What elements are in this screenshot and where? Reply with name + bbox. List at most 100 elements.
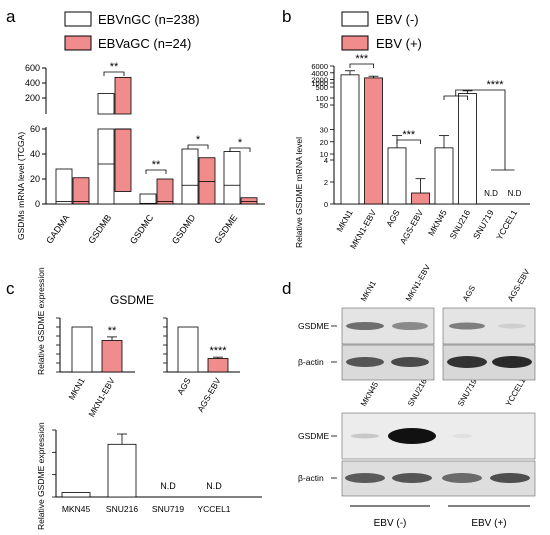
tick-20: 20 — [30, 174, 40, 184]
y-tick-label-30: 30 — [320, 126, 328, 135]
sig-bracket-gsdme — [229, 147, 251, 152]
c3-nd-yccel1: N.D — [206, 481, 222, 491]
x-label-snu216: SNU216 — [448, 208, 473, 241]
band-gsdme-ags — [449, 322, 485, 330]
x-label-mkn1: MKN1 — [334, 208, 355, 234]
y-tick-label-500: 500 — [315, 83, 328, 92]
bar-gsdmc-ebvagc — [156, 178, 174, 205]
c2-bar-ags — [177, 326, 199, 373]
tick-200: 200 — [25, 93, 40, 103]
sig-label-mkn1: *** — [355, 53, 369, 65]
band-actin-mkn1-ebv — [391, 357, 429, 367]
tick-0: 0 — [35, 199, 40, 209]
y-tick-label-4: 4 — [324, 156, 328, 165]
lane-label-snu216: SNU216 — [406, 377, 429, 408]
tick-40: 40 — [30, 149, 40, 159]
band-actin-mkn1 — [346, 357, 384, 367]
row-label-actin-bottom: β-actin — [298, 473, 324, 483]
legend-label-ebvngc: EBVnGC (n=238) — [98, 12, 200, 27]
sig-bracket-gsdmd — [187, 144, 209, 149]
row-label-actin-top: β-actin — [298, 357, 324, 367]
y-tick-label-1000: 1000 — [311, 79, 328, 88]
lane-label-snu719: SNU719 — [456, 377, 479, 408]
panel-a-chart: EBVnGC (n=238) EBVaGC (n=24) GSDMs mRNA … — [16, 11, 265, 246]
x-label-c3-snu216: SNU216 — [106, 504, 138, 514]
band-gsdme-mkn45 — [351, 433, 379, 439]
panel-label-c: c — [6, 279, 15, 298]
x-label-ags-ebv: AGS-EBV — [398, 208, 426, 246]
sig-label-gsdmc: ** — [152, 159, 161, 171]
x-label-c3-yccel1: YCCEL1 — [197, 504, 230, 514]
bar-gsdmc-ebvngc — [139, 193, 157, 205]
legend-swatch-ebv-pos — [341, 35, 369, 51]
bar-gsdmb-ebvngc — [97, 128, 115, 205]
bar-gadma-ebvngc — [55, 168, 73, 205]
bar-gsdmb-ebvagc — [114, 128, 132, 192]
panel-label-d: d — [282, 279, 291, 298]
x-label-gadma: GADMA — [44, 213, 71, 246]
row-label-gsdme-top: GSDME — [298, 321, 330, 331]
sig-label-ags: *** — [402, 129, 416, 141]
x-label-c3-snu719: SNU719 — [152, 504, 184, 514]
c3-bar-snu216 — [107, 443, 137, 498]
sig-label-gsdmb: ** — [110, 61, 119, 73]
y-tick-label-10: 10 — [320, 150, 328, 159]
x-label-gsdmc: GSDMC — [128, 212, 156, 246]
y-axis-label-a: GSDMs mRNA level (TCGA) — [16, 132, 26, 240]
panel-label-a: a — [6, 7, 16, 26]
y-tick-label-50: 50 — [320, 101, 328, 110]
x-label-mkn1: MKN1 — [66, 376, 87, 402]
tick-60: 60 — [30, 124, 40, 134]
y-tick-label-0: 0 — [324, 200, 328, 209]
western-blot: MKN1 MKN1-EBV AGS AGS-EBV MKN45 SNU216 SNU719 Y… — [298, 263, 536, 529]
x-label-ags: AGS — [384, 208, 402, 229]
panel-c-title: GSDME — [110, 293, 154, 307]
c3-nd-snu719: N.D — [160, 481, 176, 491]
band-gsdme-mkn1 — [346, 322, 384, 330]
sig-label-group: **** — [486, 79, 504, 91]
panel-c-chart: GSDME Relative GSDME expression Relative… — [36, 267, 262, 530]
lane-label-yccel1: YCCEL1 — [504, 376, 528, 408]
bar-gsdme-ebvngc — [223, 151, 241, 205]
y-axis-label-c1: Relative GSDME expression — [36, 267, 46, 375]
bar-gsdmb-ebvngc-upper — [97, 93, 115, 115]
panel-label-b: b — [282, 7, 291, 26]
lane-label-mkn45: MKN45 — [359, 380, 380, 408]
band-gsdme-mkn1-ebv — [392, 322, 428, 330]
x-label-mkn45: MKN45 — [426, 208, 449, 238]
c1-bar-mkn1-ebv — [101, 340, 123, 373]
band-actin-ags — [447, 356, 487, 368]
band-gsdme-snu216 — [388, 428, 436, 444]
band-actin-snu719 — [442, 473, 482, 483]
group-label-ebv-pos: EBV (+) — [471, 518, 506, 529]
legend-label-ebvagc: EBVaGC (n=24) — [98, 36, 191, 51]
legend-swatch-ebv-neg — [341, 11, 369, 27]
sig-bracket-gsdmc — [145, 169, 167, 174]
bar-gsdme-ebvagc — [240, 197, 258, 205]
lane-label-ags: AGS — [461, 284, 477, 303]
x-label-gsdmd: GSDMD — [170, 212, 198, 246]
band-actin-mkn45 — [345, 473, 385, 483]
lane-label-ags-ebv: AGS-EBV — [506, 267, 532, 303]
legend-label-ebv-pos: EBV (+) — [376, 36, 422, 51]
nd-label-yccel1: N.D — [508, 189, 522, 198]
y-ticks-top-a: 600 400 200 — [25, 63, 46, 103]
sig-bracket-ebvpos-group — [455, 89, 515, 171]
x-label-ags-ebv: AGS-EBV — [195, 376, 223, 414]
bar-mkn1 — [340, 74, 360, 205]
nd-label-snu719: N.D — [484, 189, 498, 198]
y-tick-label-4000: 4000 — [311, 69, 328, 78]
c3-bar-mkn45 — [61, 492, 91, 498]
x-label-gsdmb: GSDMB — [86, 213, 113, 246]
panel-b-chart: EBV (-) EBV (+) Relative GSDME mRNA leve… — [294, 11, 530, 251]
y-tick-label-2000: 2000 — [311, 76, 328, 85]
legend-swatch-ebvngc — [64, 11, 92, 27]
bar-gsdmb-ebvagc-upper — [114, 76, 132, 115]
x-label-c3-mkn45: MKN45 — [62, 504, 91, 514]
bar-gsdmd-ebvagc — [198, 157, 216, 205]
y-tick-label-100: 100 — [315, 94, 328, 103]
row-label-gsdme-bottom: GSDME — [298, 431, 330, 441]
y-axis-label-b: Relative GSDME mRNA level — [294, 137, 304, 248]
x-label-gsdme: GSDME — [212, 213, 239, 246]
